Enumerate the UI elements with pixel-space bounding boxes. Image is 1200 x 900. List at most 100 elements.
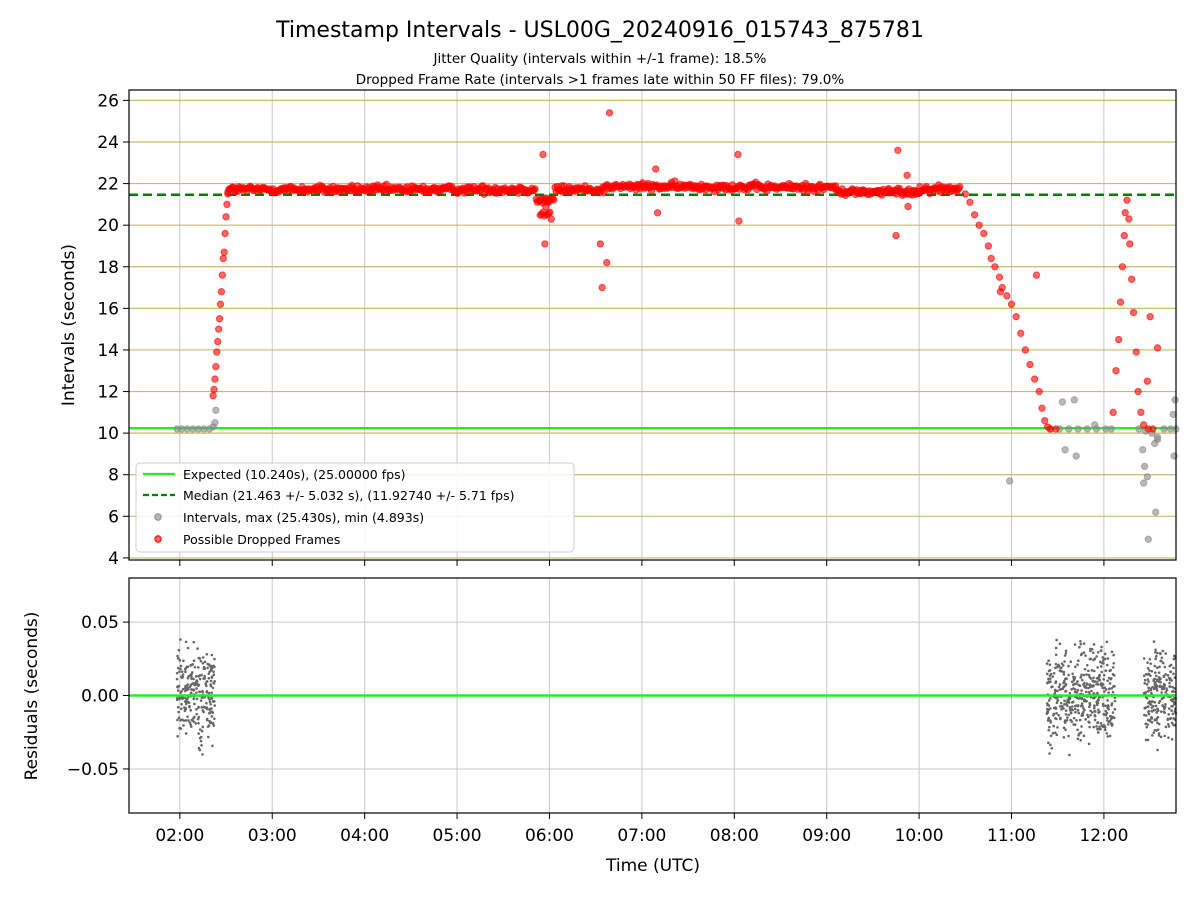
residual-point-651	[1092, 669, 1096, 673]
residual-point-530	[1100, 670, 1104, 674]
residual-point-713	[1092, 676, 1095, 680]
residual-point-238	[176, 696, 179, 700]
residual-point-372	[1104, 669, 1108, 672]
dropped-point-73	[1149, 425, 1157, 433]
dropped-point-62	[1121, 208, 1129, 217]
residual-point-805	[1151, 685, 1154, 689]
residual-point-675	[1111, 690, 1115, 694]
residuals-xtick-label-1: 03:00	[248, 826, 297, 846]
residual-point-448	[1097, 678, 1101, 681]
residual-point-40	[213, 704, 216, 707]
residual-point-926	[1143, 678, 1147, 682]
residual-point-679	[1073, 690, 1077, 694]
residual-point-239	[190, 672, 193, 676]
residual-point-216	[210, 676, 214, 679]
residual-point-838	[1167, 725, 1171, 728]
residual-point-479	[1113, 699, 1117, 703]
residual-point-600	[1110, 650, 1114, 654]
residual-point-464	[1067, 664, 1070, 668]
residual-point-631	[1107, 691, 1110, 694]
intervals-ytick-label-0: 4	[108, 549, 119, 569]
residual-point-692	[1110, 676, 1113, 680]
residual-point-740	[1156, 651, 1159, 655]
residual-point-467	[1048, 669, 1052, 672]
intervals-grid	[129, 90, 1176, 560]
residual-point-712	[1075, 696, 1079, 700]
residual-point-232	[198, 674, 201, 677]
residual-point-167	[178, 670, 181, 673]
residual-point-117	[177, 648, 181, 652]
residual-point-75	[195, 708, 198, 711]
residual-point-195	[181, 687, 185, 691]
residual-point-852	[1156, 679, 1159, 683]
figure-subtitle-dropped: Dropped Frame Rate (intervals >1 frames …	[356, 72, 845, 88]
residual-point-874	[1146, 661, 1149, 664]
residual-point-180	[194, 675, 198, 678]
residual-point-647	[1080, 689, 1083, 692]
residual-point-274	[1091, 651, 1095, 655]
residual-point-547	[1053, 689, 1057, 693]
residuals-xtick-label-3: 05:00	[433, 826, 482, 846]
residual-point-250	[197, 715, 201, 719]
residual-point-403	[1054, 662, 1058, 666]
residual-point-934	[1146, 673, 1150, 676]
residuals-yticks: −0.05 0.00 0.05	[67, 613, 129, 780]
intervals-panel: 4 6 8 10 12 14 16 18 20 22 24 26 Intervals (seconds…	[59, 89, 1180, 569]
dropped-point-67	[1129, 308, 1138, 317]
residual-point-162	[207, 735, 210, 739]
residual-point-7	[211, 744, 214, 748]
residual-point-539	[1073, 707, 1077, 711]
residual-point-771	[1172, 657, 1176, 661]
residual-point-505	[1096, 683, 1100, 686]
residual-point-601	[1056, 698, 1060, 702]
dropped-point-16	[224, 190, 232, 198]
dropped-point-61	[1120, 231, 1128, 240]
residual-point-663	[1105, 719, 1109, 722]
dropped-point-17	[539, 150, 547, 159]
residual-point-174	[209, 721, 212, 725]
residual-point-941	[1164, 672, 1167, 676]
residual-point-634	[1111, 711, 1115, 714]
interval-point-18	[1058, 398, 1067, 406]
intervals-ytick-label-7: 18	[97, 258, 119, 278]
dropped-point-11	[219, 254, 227, 263]
residual-point-424	[1079, 738, 1082, 742]
interval-point-12	[1065, 425, 1073, 433]
residual-point-685	[1060, 666, 1063, 670]
residual-point-196	[192, 640, 196, 644]
intervals-ytick-label-1: 6	[108, 507, 119, 527]
interval-point-13	[1074, 425, 1082, 433]
residual-point-211	[199, 735, 203, 739]
residual-point-947	[1153, 664, 1157, 668]
residual-point-724	[1148, 658, 1152, 661]
residual-point-202	[202, 667, 206, 671]
residual-point-609	[1082, 673, 1086, 677]
dropped-band-point-294	[550, 196, 558, 204]
residual-point-750	[1160, 691, 1163, 694]
residual-point-544	[1106, 679, 1109, 683]
interval-point-35	[1144, 535, 1152, 543]
residual-point-772	[1147, 710, 1150, 714]
residual-point-642	[1102, 723, 1106, 727]
residual-point-429	[1046, 703, 1050, 707]
residuals-ytick-label-1: 0.00	[81, 687, 119, 707]
residual-point-324	[1077, 711, 1081, 715]
residual-point-247	[210, 696, 213, 700]
intervals-ytick-label-9: 22	[97, 175, 119, 195]
residual-point-719	[1072, 683, 1075, 687]
residual-point-775	[1168, 681, 1171, 685]
dropped-point-7	[215, 315, 224, 323]
residual-point-792	[1150, 669, 1154, 673]
dropped-point-76	[1143, 377, 1152, 385]
residuals-ytick-label-2: 0.05	[81, 613, 119, 633]
residual-point-9	[180, 670, 184, 673]
residual-point-319	[1076, 737, 1080, 741]
dropped-point-68	[1132, 348, 1140, 356]
residual-point-225	[208, 700, 212, 704]
residual-point-565	[1045, 672, 1049, 676]
dropped-point-57	[1112, 367, 1120, 375]
residual-point-683	[1096, 701, 1100, 705]
residual-point-656	[1054, 680, 1058, 683]
residuals-xtick-label-6: 08:00	[710, 826, 759, 846]
residual-point-558	[1108, 682, 1112, 685]
